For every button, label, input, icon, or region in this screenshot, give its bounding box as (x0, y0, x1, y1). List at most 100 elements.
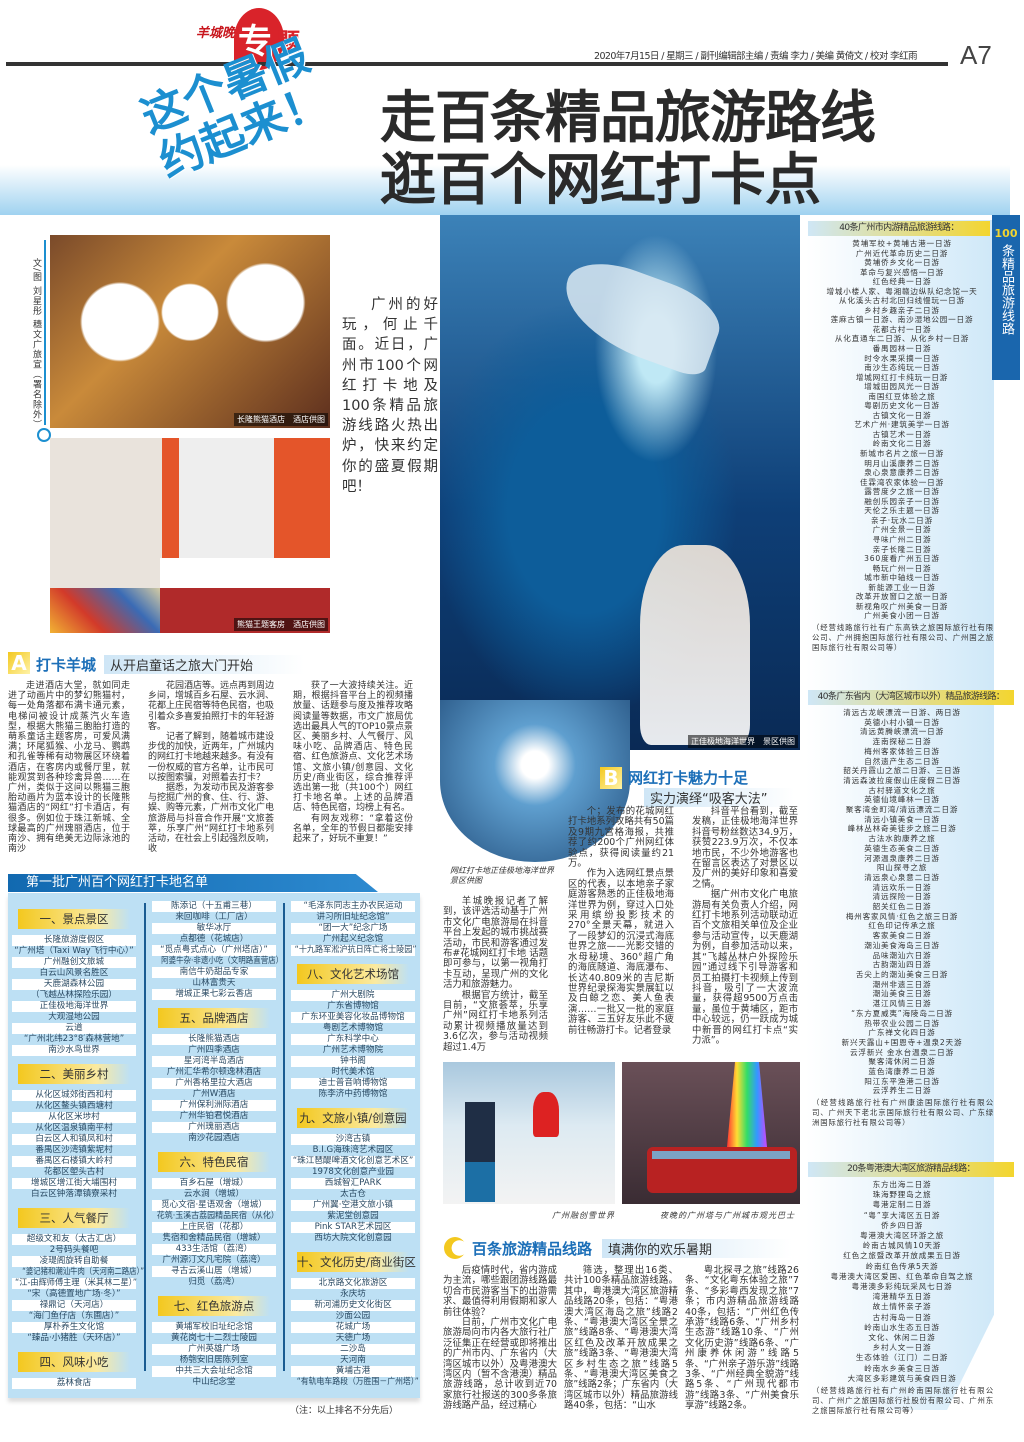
route-item: 云浮新兴 金水台温泉二日游 (850, 1047, 954, 1057)
list-item-text: 广州香格里拉大酒店 (175, 1078, 253, 1088)
list-item: “宋（高德置地广场·冬）” (12, 1289, 136, 1300)
list-item: 新河浦历史文化街区 (291, 1300, 415, 1311)
list-item: 隽宿和舍精品民宿（增城） (152, 1233, 276, 1244)
route-item: 岭南文化二日游 (872, 439, 932, 449)
panda-hotel-photo: 长隆熊猫酒店 酒店供图 (50, 235, 330, 428)
route-item: 清远欢乐一日游 (872, 882, 932, 892)
route-item: 360度看广州五日游 (864, 554, 940, 564)
route-item: 客家美食二日游 (872, 931, 932, 941)
route-item: 大湾区多彩建筑与美食四日游 (847, 1373, 957, 1383)
list-item-text: 广州瑰丽酒店 (188, 1122, 240, 1132)
byline: 文/图 刘星彤 穗文广旅宣（署名除外） (31, 258, 41, 430)
section-c-col: 粤北探寻之旅”线路26条、“文化粤东体验之旅”7条、“多彩粤西发现之旅”7条；市… (685, 1265, 799, 1412)
section-c-subtitle: 填满你的欢乐暑期 (602, 1239, 792, 1258)
list-item: 禄鼎记（天河店） (12, 1300, 136, 1311)
route-item: 露营度夕之旅一日游 (864, 487, 940, 497)
list-item: 广州华铂君悦酒店 (152, 1111, 276, 1122)
paragraph: 记者了解到，随着城市建设步伐的加快，近两年，广州城内的网红打卡地越来越多。有没有… (148, 732, 275, 783)
route-item: 增城网红打卡纯玩一日游 (855, 372, 949, 382)
list-item-text: 433生活馆（荔湾） (175, 1244, 253, 1254)
route-item: 寻味广州二日游 (872, 534, 932, 544)
checkin-list-box: 一、景点景区 长隆旅游度假区 “广州塔（Taxi Way飞行中心）” 广州融创文旅城白… (8, 893, 420, 1398)
list-item-text: 从化区鳌头镇西塘村 (35, 1101, 113, 1111)
list-item: 山林富贵天 (152, 978, 276, 989)
category-items: 荔林食店 (10, 1378, 138, 1389)
route-item: 增城田园风光一日游 (864, 382, 940, 392)
list-item: 广东环亚美容化妆品博物馆 (291, 1012, 415, 1023)
list-item: 南沙水鸟世界 (12, 1045, 136, 1056)
route-item: 新兴天露山+国恩寺+温泉2天游 (841, 1037, 963, 1047)
route-item: 佳霖湾农家体验一日游 (860, 477, 944, 487)
list-item-text: 荔林食店 (56, 1378, 92, 1388)
intro-text: 广州的好玩，何止千面。近日，广州市100个网红打卡地及100条精品旅游线路火热出… (342, 297, 438, 495)
route-item: 清远古龙峡漂流一日游、两日游 (843, 708, 961, 717)
list-item-text: 广州华铂君悦酒店 (179, 1111, 249, 1121)
category-heading: 六、特色民宿 (158, 1152, 270, 1172)
list-item: 广州汇华希尔顿逸林酒店 (152, 1067, 276, 1078)
routes-panel (806, 220, 994, 1410)
list-item-text: 广州四季酒店 (188, 1045, 240, 1055)
paragraph: 羊城晚报记者了解到，该评选活动基于广州市文化广电旅游局在抖音平台上发起的城市挑战… (443, 896, 548, 991)
list-item-text: “宋（高德置地广场·冬）” (27, 1289, 121, 1299)
category-heading: 十、文化历史/商业街区 (297, 1252, 416, 1272)
route-item: 粤剧历史文化一日游 (864, 401, 940, 411)
list-item-text: 广州汇华希尔顿逸林酒店 (166, 1067, 262, 1077)
route-item: 明月山溪康养二日游 (864, 458, 940, 468)
category-items: 从化区城郊街西和村 从化区鳌头镇西塘村 从化区米埗村 从化区温泉镇南平村 白云区人和镇凤… (10, 1090, 138, 1200)
list-item-text: Pink STAR艺术园区 (314, 1222, 392, 1232)
list-item: 永庆坊 (291, 1289, 415, 1300)
list-item-text: 紫泥堂创意园 (327, 1211, 379, 1221)
route-item: 畅玩广州一日游 (872, 563, 932, 573)
list-item-text: 时代美术馆 (331, 1067, 375, 1077)
list-item-text: 禄鼎记（天河店） (39, 1300, 109, 1310)
list-item-text: 来回咖啡（工厂店） (175, 912, 253, 922)
route-item: 粤港澳多彩纯玩采风七日游 (851, 1282, 953, 1292)
list-item: 紫泥堂创意园 (291, 1211, 415, 1222)
list-item: 迪士普音响博物馆 (291, 1078, 415, 1089)
list-item: “臻品·小猪胜（天环店）” (12, 1333, 136, 1344)
route-item: 舌尖上的潮汕美食三日游 (855, 969, 949, 979)
list-item: 云道 (12, 1023, 136, 1034)
category-heading: 九、文旅小镇/创意园 (297, 1108, 409, 1128)
list-item: 杨匏安旧居陈列室 (152, 1355, 276, 1366)
route-item: 岭南山水生态五日游 (864, 1322, 940, 1332)
list-item-text: 正佳极地海洋世界 (39, 1001, 109, 1011)
list-item: 广州融创文旅城 (12, 957, 136, 968)
route-item: 亲子长隆二日游 (872, 544, 932, 554)
list-item: 凌瑅阁旋转自助餐 (12, 1256, 136, 1267)
route-item: 南沙生态纯玩一日游 (864, 363, 940, 373)
list-item: 沙湾古镇 (291, 1134, 415, 1145)
list-column: 陈添记（十五甫三巷） 来回咖啡（工厂店） 敏华冰厅 点都德（花城店） “觅点粤式点心（广… (150, 901, 283, 1388)
list-item: 广州艺术博物院 (291, 1045, 415, 1056)
category-heading: 一、景点景区 (18, 909, 130, 929)
paragraph: 花园酒店等。远点再到周边乡间，增城百乡石屋、云水涧、花都上庄民宿等特色民宿，也吸… (148, 681, 275, 732)
list-item-text: 归觅（荔湾） (188, 1277, 240, 1287)
list-item-text: 山林富贵天 (192, 978, 236, 988)
list-item: 黄埔古港 (291, 1366, 415, 1377)
list-item-text: 觅心文宿·星语观舍（增城） (161, 1200, 267, 1210)
category-heading: 七、红色旅游点 (158, 1296, 270, 1316)
list-item-text: 杨匏安旧居陈列室 (179, 1355, 249, 1365)
list-item-text: 钟书阁 (340, 1056, 366, 1066)
route-item: 花都古村一日游 (872, 324, 932, 334)
photo-caption: 夜晚的广州塔与广州城市观光巴士 (660, 1211, 795, 1220)
paragraph: 个；发布的花城网红打卡地系列攻略共有50篇及9期九宫格海报，共推荐了约200个广… (568, 806, 674, 870)
list-column: “毛泽东同志主办农民运动 讲习所旧址纪念馆” “团一大”纪念广场 广州起义纪念馆 “十九… (289, 901, 419, 1388)
list-item: 广州英雄广场 (152, 1344, 276, 1355)
list-item: 寻古云溪山居（增城） (152, 1266, 276, 1277)
route-item: 自然遗产生态二日游 (864, 756, 940, 766)
section-c-col: 后疫情时代，省内游成为主流，哪些跟团游线路最切合市民游客当下的出游需求、最值得利… (443, 1265, 557, 1412)
section-b-letter: B (600, 767, 622, 789)
route-item: 河源温泉康养二日游 (864, 853, 940, 863)
list-item: 讲习所旧址纪念馆” (291, 912, 415, 923)
list-item: 中山纪念堂 (152, 1377, 276, 1388)
photo-caption: 广州融创雪世界 (552, 1211, 615, 1220)
list-item-text: 厚朴养生文化馆 (43, 1322, 105, 1332)
section-c-letter: C (444, 1237, 466, 1259)
section-a-title: 打卡羊城 (36, 656, 97, 674)
list-item-text: “广州塔（Taxi Way飞行中心）” (14, 946, 134, 956)
list-item: 番禺区沙湾镇紫坭村 (12, 1145, 136, 1156)
route-item: 泉心泉意康养二日游 (864, 468, 940, 478)
list-item: 点都德（花城店） (152, 934, 276, 945)
list-item: 从化区城郊街西和村 (12, 1090, 136, 1101)
